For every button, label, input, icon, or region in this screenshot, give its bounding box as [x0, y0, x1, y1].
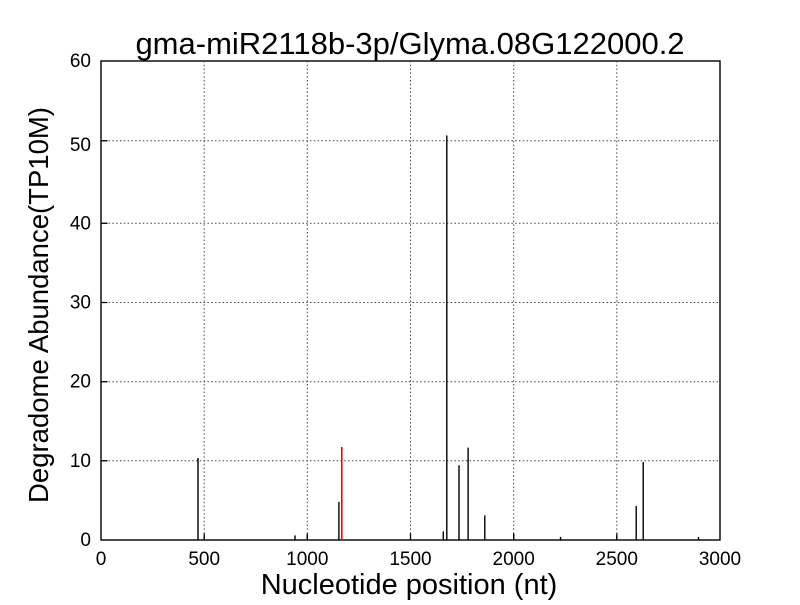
svg-text:1000: 1000 — [286, 549, 328, 570]
svg-text:Degradome Abundance(TP10M): Degradome Abundance(TP10M) — [23, 107, 54, 503]
svg-text:0: 0 — [80, 530, 91, 551]
svg-text:30: 30 — [70, 293, 91, 314]
svg-text:60: 60 — [70, 51, 91, 72]
svg-text:50: 50 — [70, 135, 91, 156]
svg-text:10: 10 — [70, 451, 91, 472]
svg-text:2000: 2000 — [493, 549, 535, 570]
svg-text:500: 500 — [188, 549, 220, 570]
svg-text:2500: 2500 — [596, 549, 638, 570]
svg-text:gma-miR2118b-3p/Glyma.08G12200: gma-miR2118b-3p/Glyma.08G122000.2 — [135, 26, 684, 61]
svg-text:Nucleotide position (nt): Nucleotide position (nt) — [261, 569, 558, 600]
svg-text:1500: 1500 — [389, 549, 431, 570]
svg-text:0: 0 — [96, 549, 107, 570]
svg-text:40: 40 — [70, 213, 91, 234]
svg-text:20: 20 — [70, 372, 91, 393]
svg-text:3000: 3000 — [699, 549, 741, 570]
